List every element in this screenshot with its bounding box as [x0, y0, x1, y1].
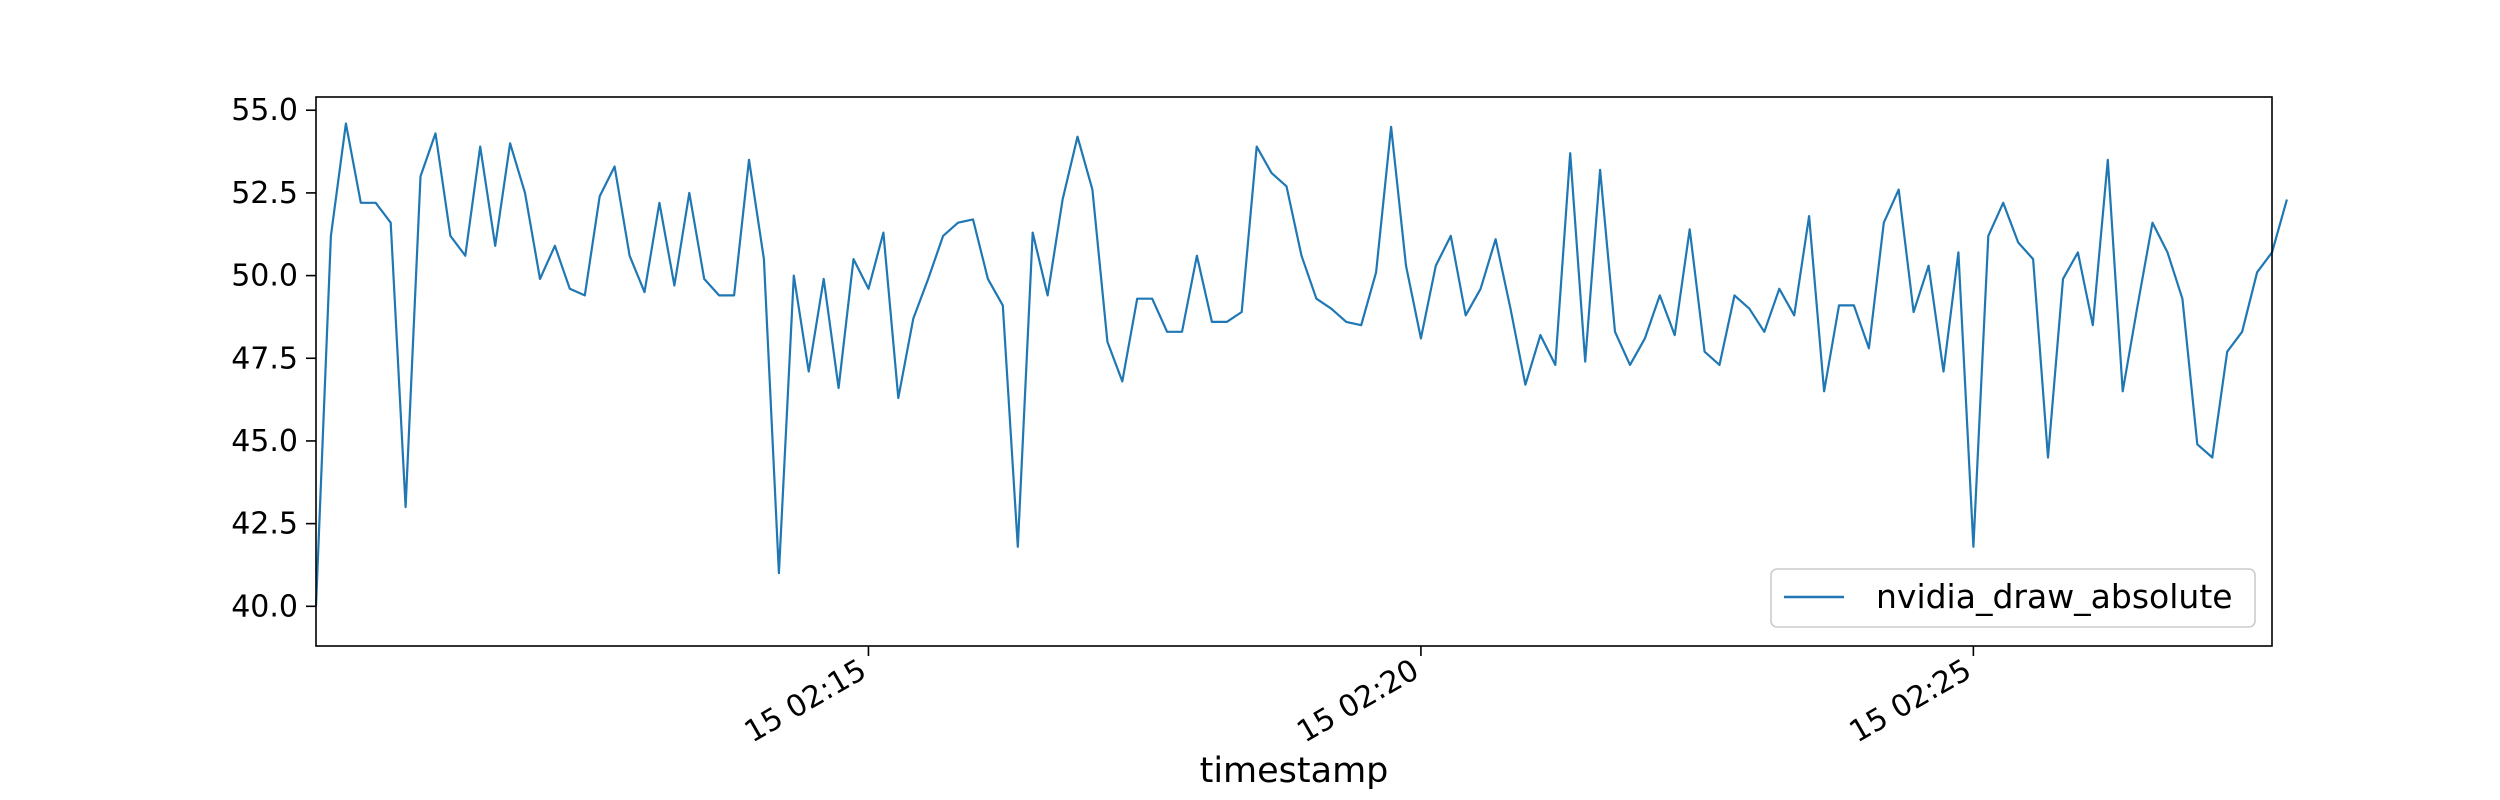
y-tick-label: 45.0: [231, 424, 298, 459]
series-line-nvidia_draw_absolute: [314, 122, 2288, 607]
legend-box: [1770, 568, 2256, 628]
y-tick-label: 40.0: [231, 589, 298, 624]
y-tick-label: 52.5: [231, 176, 298, 211]
y-tick-label: 50.0: [231, 259, 298, 294]
legend: nvidia_draw_absolute: [1770, 568, 2256, 628]
legend-label: nvidia_draw_absolute: [1876, 577, 2233, 616]
y-tick-label: 47.5: [231, 341, 298, 376]
series-layer: [314, 122, 2288, 607]
plot-area: [316, 97, 2272, 646]
y-tick-label: 42.5: [231, 507, 298, 542]
y-tick-label: 55.0: [231, 93, 298, 128]
plot-frame: [315, 96, 2273, 647]
y-axis: 40.0 42.5 45.0 47.5 50.0 52.5 55.0: [231, 93, 316, 624]
x-axis-title: timestamp: [1200, 751, 1389, 791]
